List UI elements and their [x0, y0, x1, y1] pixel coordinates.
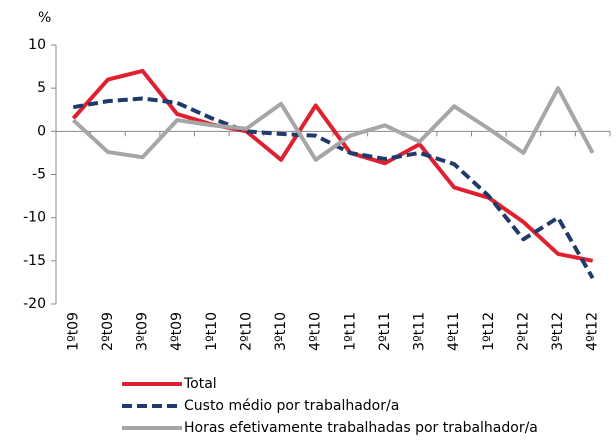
x-tick-label: 1ºt09 [65, 312, 81, 351]
y-tick-label: 10 [28, 37, 46, 53]
y-tick-label: -10 [23, 210, 46, 226]
legend-label: Custo médio por trabalhador/a [184, 398, 399, 414]
y-tick-label: -20 [23, 296, 46, 312]
x-tick-label: 4ºt10 [308, 312, 324, 351]
y-axis-label: % [38, 10, 51, 26]
series-line [71, 68, 594, 263]
y-tick-label: 5 [37, 80, 46, 96]
y-tick-label: 0 [37, 123, 46, 139]
x-tick-label: 4ºt09 [169, 312, 185, 351]
y-tick-label: -5 [32, 167, 46, 183]
x-tick-label: 1ºt11 [342, 312, 358, 351]
x-tick-label: 4ºt12 [585, 312, 601, 351]
x-tick-label: 3ºt12 [550, 312, 566, 351]
x-tick-label: 1ºt10 [204, 312, 220, 351]
x-tick-label: 3ºt11 [412, 312, 428, 351]
x-tick-label: 2ºt10 [238, 312, 254, 351]
x-tick-label: 1ºt12 [481, 312, 497, 351]
x-tick-label: 3ºt09 [135, 312, 151, 351]
legend-label: Total [183, 376, 217, 392]
x-tick-label: 2ºt09 [100, 312, 116, 351]
x-tick-label: 3ºt10 [273, 312, 289, 351]
x-tick-label: 2ºt12 [515, 312, 531, 351]
y-tick-label: -15 [23, 253, 46, 269]
series-line [71, 86, 595, 162]
legend-label: Horas efetivamente trabalhadas por traba… [184, 420, 538, 436]
x-tick-label: 4ºt11 [446, 312, 462, 351]
x-tick-label: 2ºt11 [377, 312, 393, 351]
series-line [72, 96, 595, 280]
